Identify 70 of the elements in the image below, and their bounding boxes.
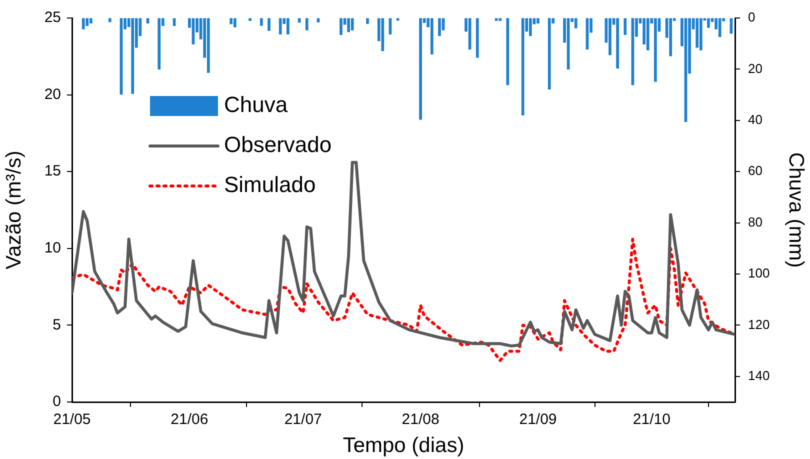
bar	[381, 18, 384, 52]
bar	[108, 18, 112, 22]
bar	[707, 18, 710, 28]
x-tick-label: 21/07	[284, 411, 322, 428]
y-tick-label: 25	[44, 9, 61, 26]
y-tick-label: 15	[44, 162, 61, 180]
x-tick-label: 21/10	[632, 411, 670, 428]
bar	[438, 18, 441, 36]
legend-label: Simulado	[224, 172, 316, 198]
bar	[158, 18, 161, 70]
bar	[316, 18, 320, 22]
bar	[350, 18, 354, 30]
x-tick-label: 21/06	[170, 411, 208, 428]
y-tick-label: 0	[52, 393, 61, 410]
bar	[498, 18, 502, 21]
y2-tick-label: 140	[748, 368, 770, 383]
bar	[286, 18, 290, 34]
y-tick-label: 20	[44, 86, 61, 103]
bar	[131, 18, 134, 94]
bar	[278, 18, 282, 34]
x-tick-label: 21/05	[53, 411, 91, 428]
bar	[624, 18, 627, 35]
bar	[82, 18, 85, 30]
bar	[419, 18, 422, 120]
bar	[268, 18, 270, 31]
bar	[305, 18, 308, 30]
y-tick-label: 10	[44, 240, 61, 257]
y2-tick-label: 20	[748, 60, 762, 76]
bar	[366, 18, 369, 24]
y2-tick-label: 80	[748, 214, 762, 230]
bar	[616, 18, 619, 69]
bar	[260, 18, 263, 26]
line-series	[72, 238, 735, 362]
bar	[608, 18, 612, 56]
bar	[548, 18, 551, 90]
y2-tick-label: 0	[748, 10, 756, 25]
bar	[86, 18, 89, 26]
bar	[654, 18, 657, 82]
bar	[230, 18, 233, 24]
bar	[430, 18, 434, 54]
bar	[718, 18, 722, 38]
x-tick-label: 21/09	[519, 411, 557, 428]
bar	[476, 18, 479, 58]
bar	[699, 18, 702, 50]
y2-tick-label: 60	[748, 163, 762, 178]
y-tick-label: 5	[52, 316, 61, 334]
bar	[340, 18, 342, 35]
y2-tick-label: 100	[748, 266, 770, 281]
bar	[494, 18, 498, 21]
bar	[669, 18, 672, 56]
bar	[646, 18, 650, 50]
bar	[536, 18, 540, 24]
bar	[248, 18, 252, 21]
y2-tick-label: 120	[748, 316, 770, 332]
legend-label: Observado	[224, 132, 332, 158]
bar	[574, 18, 578, 28]
x-tick-label: 21/08	[402, 411, 440, 428]
bar	[521, 18, 524, 116]
bar	[347, 18, 350, 32]
bar	[528, 18, 532, 36]
x-axis-title: Tempo (dias)	[342, 434, 464, 458]
y-axis-title: Vazão (m³/s)	[2, 150, 26, 270]
y2-axis-title: Chuva (mm)	[784, 152, 808, 268]
bar	[233, 18, 236, 28]
bar	[146, 18, 150, 24]
y2-tick-label: 40	[748, 112, 762, 127]
bar	[206, 18, 210, 73]
legend-label: Chuva	[224, 92, 288, 118]
bar	[696, 18, 699, 48]
bar	[90, 18, 92, 24]
